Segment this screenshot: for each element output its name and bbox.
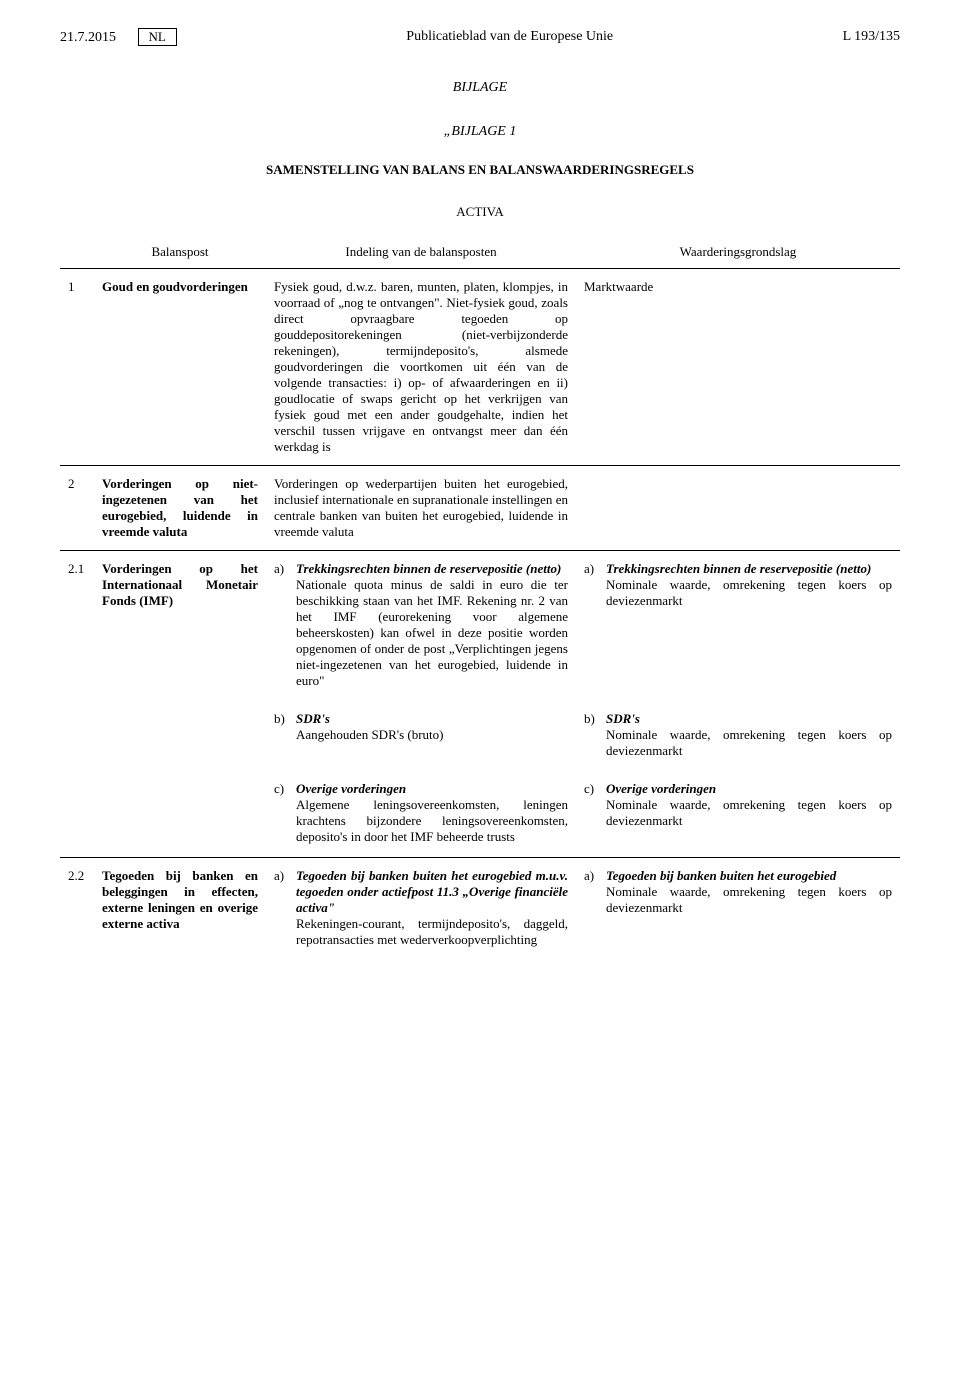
sub-item: c) Overige vorderingen Algemene leningso… [274,781,568,845]
sub-item-body: Nationale quota minus de saldi in euro d… [296,577,568,688]
sub-item-body: Rekeningen-courant, termijndeposito's, d… [296,916,568,947]
table-row: 1 Goud en goudvorderingen Fysiek goud, d… [60,269,900,466]
sub-item: b) SDR's Nominale waarde, omrekening teg… [584,711,892,759]
th-indeling: Indeling van de balansposten [266,238,576,269]
header-left: 21.7.2015 NL [60,28,177,46]
table-row: 2.2 Tegoeden bij banken en beleggingen i… [60,858,900,961]
item-letter: b) [274,711,290,743]
balance-table: Balanspost Indeling van de balansposten … [60,238,900,960]
sub-item-body: Nominale waarde, omrekening tegen koers … [606,797,892,828]
sub-item-body: Nominale waarde, omrekening tegen koers … [606,884,892,915]
row-num: 2.1 [60,551,94,702]
page: 21.7.2015 NL Publicatieblad van de Europ… [0,0,960,1000]
row-num: 2.2 [60,858,94,961]
table-row: c) Overige vorderingen Algemene leningso… [60,771,900,858]
item-letter: a) [584,561,600,609]
sub-item-body: Algemene leningsovereenkomsten, leningen… [296,797,568,844]
sub-item: a) Trekkingsrechten binnen de reservepos… [274,561,568,689]
row-num: 1 [60,269,94,466]
sub-item: a) Trekkingsrechten binnen de reservepos… [584,561,892,609]
sub-item-title: Trekkingsrechten binnen de reservepositi… [606,561,871,576]
balanspost-label [94,771,266,858]
sub-item: a) Tegoeden bij banken buiten het euroge… [584,868,892,916]
activa-label: ACTIVA [60,204,900,220]
sub-item: c) Overige vorderingen Nominale waarde, … [584,781,892,829]
row-num [60,771,94,858]
table-header-row: Balanspost Indeling van de balansposten … [60,238,900,269]
header-date: 21.7.2015 [60,30,116,45]
annex-quote: „BIJLAGE 1 [60,124,900,140]
balanspost-label: Tegoeden bij banken en beleggingen in ef… [102,868,258,931]
indeling-text: Vorderingen op wederpartijen buiten het … [266,466,576,551]
row-num [60,701,94,771]
item-letter: a) [584,868,600,916]
annex-title: BIJLAGE [60,80,900,96]
item-letter: c) [274,781,290,845]
item-letter: c) [584,781,600,829]
item-letter: b) [584,711,600,759]
row-num: 2 [60,466,94,551]
th-waardering: Waarderingsgrondslag [576,238,900,269]
table-row: 2 Vorderingen op niet-ingezetenen van he… [60,466,900,551]
balanspost-label: Vorderingen op het Internationaal Moneta… [102,561,258,608]
table-row: b) SDR's Aangehouden SDR's (bruto) b) SD… [60,701,900,771]
sub-item: a) Tegoeden bij banken buiten het euroge… [274,868,568,948]
th-balanspost: Balanspost [94,238,266,269]
sub-item-title: Tegoeden bij banken buiten het eurogebie… [296,868,568,915]
sub-item-title: SDR's [606,711,640,726]
item-letter: a) [274,868,290,948]
waardering-text: Marktwaarde [576,269,900,466]
sub-item-body: Aangehouden SDR's (bruto) [296,727,444,742]
sub-item-body: Nominale waarde, omrekening tegen koers … [606,577,892,608]
sub-item-title: Overige vorderingen [606,781,716,796]
item-letter: a) [274,561,290,689]
sub-item-title: SDR's [296,711,330,726]
sub-item-title: Overige vorderingen [296,781,406,796]
th-empty [60,238,94,269]
balanspost-label: Vorderingen op niet-ingezetenen van het … [102,476,258,539]
header-lang-box: NL [138,28,177,46]
header: 21.7.2015 NL Publicatieblad van de Europ… [60,28,900,46]
header-ref: L 193/135 [843,29,900,45]
sub-item: b) SDR's Aangehouden SDR's (bruto) [274,711,568,743]
section-title: SAMENSTELLING VAN BALANS EN BALANSWAARDE… [60,162,900,178]
sub-item-body: Nominale waarde, omrekening tegen koers … [606,727,892,758]
sub-item-title: Trekkingsrechten binnen de reservepositi… [296,561,561,576]
indeling-text: Fysiek goud, d.w.z. baren, munten, plate… [266,269,576,466]
table-row: 2.1 Vorderingen op het Internationaal Mo… [60,551,900,702]
waardering-text [576,466,900,551]
header-journal: Publicatieblad van de Europese Unie [177,29,843,45]
sub-item-title: Tegoeden bij banken buiten het eurogebie… [606,868,836,883]
balanspost-label: Goud en goudvorderingen [102,279,248,294]
balanspost-label [94,701,266,771]
